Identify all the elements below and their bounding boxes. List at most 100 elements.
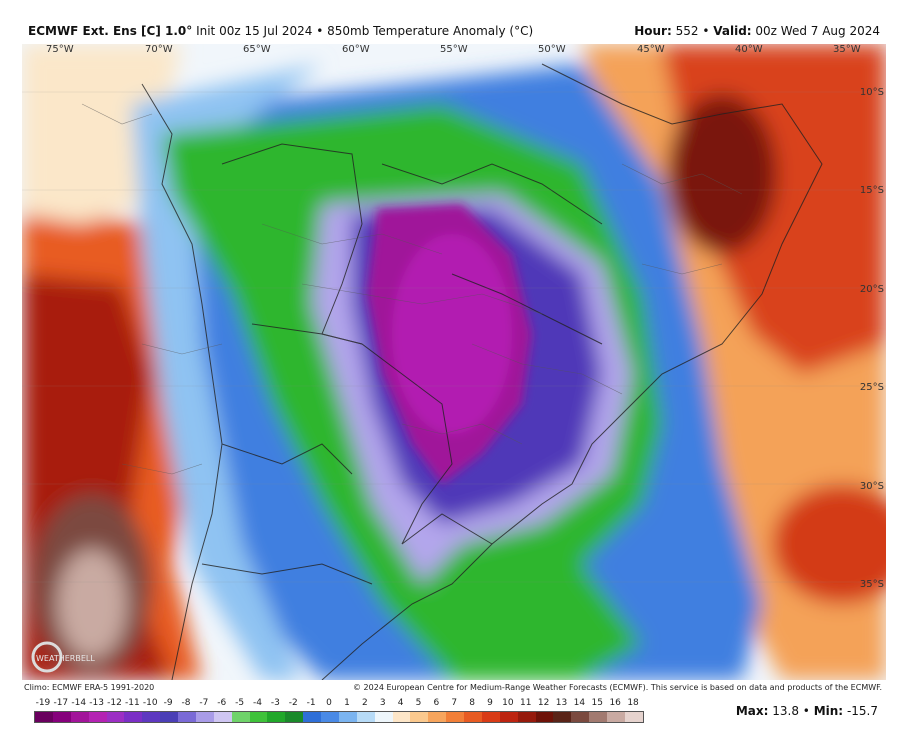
map-title: ECMWF Ext. Ens [C] 1.0° Init 00z 15 Jul … [28,24,533,38]
valid-label: Valid: [713,24,752,38]
colorbar-label: -19 [35,698,51,708]
colorbar-label: 1 [344,698,350,708]
colorbar-swatch [142,712,161,722]
lon-label: 35°W [833,44,861,55]
colorbar-swatch [553,712,572,722]
hour-label: Hour: [634,24,672,38]
lon-label: 40°W [735,44,763,55]
lat-label: 30°S [859,481,884,492]
max-label: Max: [735,704,769,718]
colorbar-label: 11 [520,698,532,708]
colorbar [34,711,644,723]
colorbar-swatch [35,712,53,722]
anomaly-field [22,44,886,680]
colorbar-swatch [52,712,71,722]
colorbar-swatch [392,712,411,722]
colorbar-swatch [589,712,607,722]
colorbar-swatch [249,712,268,722]
colorbar-label: -7 [199,698,209,708]
colorbar-swatch [338,712,357,722]
stats-separator: • [802,704,814,718]
hour-value: 552 [675,24,699,38]
colorbar-label: 5 [415,698,422,708]
colorbar-swatch [428,712,447,722]
max-value: 13.8 [772,704,799,718]
colorbar-label: -9 [163,698,173,708]
colorbar-swatch [464,712,482,722]
lat-label: 15°S [859,185,884,196]
colorbar-label: -13 [89,698,104,708]
min-label: Min: [813,704,844,718]
colorbar-label: 3 [379,698,386,708]
colorbar-swatch [285,712,304,722]
logo-text: WEATHERBELL [36,654,95,663]
colorbar-label: -17 [53,698,69,708]
colorbar-swatch [499,712,518,722]
colorbar-swatch [231,712,250,722]
min-value: -15.7 [846,704,878,718]
field-name: 850mb Temperature Anomaly (°C) [327,24,534,38]
colorbar-swatch [160,712,178,722]
state-borders [81,103,743,475]
colorbar-swatch [178,712,196,722]
colorbar-label: -3 [270,698,280,708]
colorbar-labels: -19 -17 -14 -13 -12 -11 -10 -9 -8 -7 -6 -5 -4 -3 -2 -1 0… [30,698,642,710]
climo-note: Climo: ECMWF ERA-5 1991-2020 [24,683,155,692]
colorbar-label: -2 [288,698,298,708]
colorbar-label: -8 [181,698,191,708]
colorbar-label: 10 [502,698,514,708]
warm-max-east [667,94,777,254]
lat-label: 10°S [859,87,884,98]
lon-label: 70°W [145,44,173,55]
anomaly-map [22,44,886,680]
valid-time-info: Hour: 552 • Valid: 00z Wed 7 Aug 2024 [634,24,880,38]
init-time: Init 00z 15 Jul 2024 [196,24,313,38]
colorbar-label: 18 [627,698,639,708]
map-header: ECMWF Ext. Ens [C] 1.0° Init 00z 15 Jul … [0,0,908,44]
colorbar-swatch [195,712,214,722]
lat-label: 35°S [859,579,884,590]
colorbar-swatch [481,712,500,722]
colorbar-label: 0 [326,698,332,708]
colorbar-label: 7 [451,698,458,708]
colorbar-label: 14 [573,698,586,708]
colorbar-label: 6 [433,698,440,708]
colorbar-swatch [303,712,321,722]
colorbar-swatch [88,712,107,722]
colorbar-label: 9 [487,698,493,708]
valid-value: 00z Wed 7 Aug 2024 [755,24,880,38]
colorbar-swatch [410,712,429,722]
colorbar-label: 2 [361,698,368,708]
ecmwf-credit: © 2024 European Centre for Medium-Range … [353,683,882,692]
colorbar-swatch [624,712,643,722]
cold-core-max [392,234,512,434]
colorbar-label: -10 [142,698,158,708]
colorbar-swatch [70,712,89,722]
lon-label: 75°W [46,44,74,55]
colorbar-swatch [571,712,590,722]
graticule [22,91,886,583]
colorbar-label: 16 [609,698,621,708]
warm-blob-se [772,484,886,604]
warm-max-andes-core [57,549,127,659]
colorbar-swatch [106,712,125,722]
lat-label: 25°S [859,382,884,393]
model-name: ECMWF Ext. Ens [C] 1.0° [28,24,193,38]
lat-label: 20°S [859,284,884,295]
colorbar-label: -4 [253,698,262,708]
colorbar-swatch [124,712,143,722]
colorbar-swatch [517,712,536,722]
colorbar-swatch [321,712,339,722]
colorbar-label: 13 [555,698,568,708]
title-separator: • [316,24,328,38]
weatherbell-logo: WEATHERBELL [31,641,95,673]
colorbar-label: 12 [537,698,550,708]
max-min-stats: Max: 13.8 • Min: -15.7 [736,704,878,718]
valid-separator: • [702,24,714,38]
colorbar-swatch [374,712,393,722]
colorbar-label: 8 [469,698,475,708]
colorbar-label: -14 [71,698,87,708]
colorbar-label: -5 [235,698,245,708]
lon-label: 50°W [538,44,566,55]
colorbar-swatch [267,712,286,722]
